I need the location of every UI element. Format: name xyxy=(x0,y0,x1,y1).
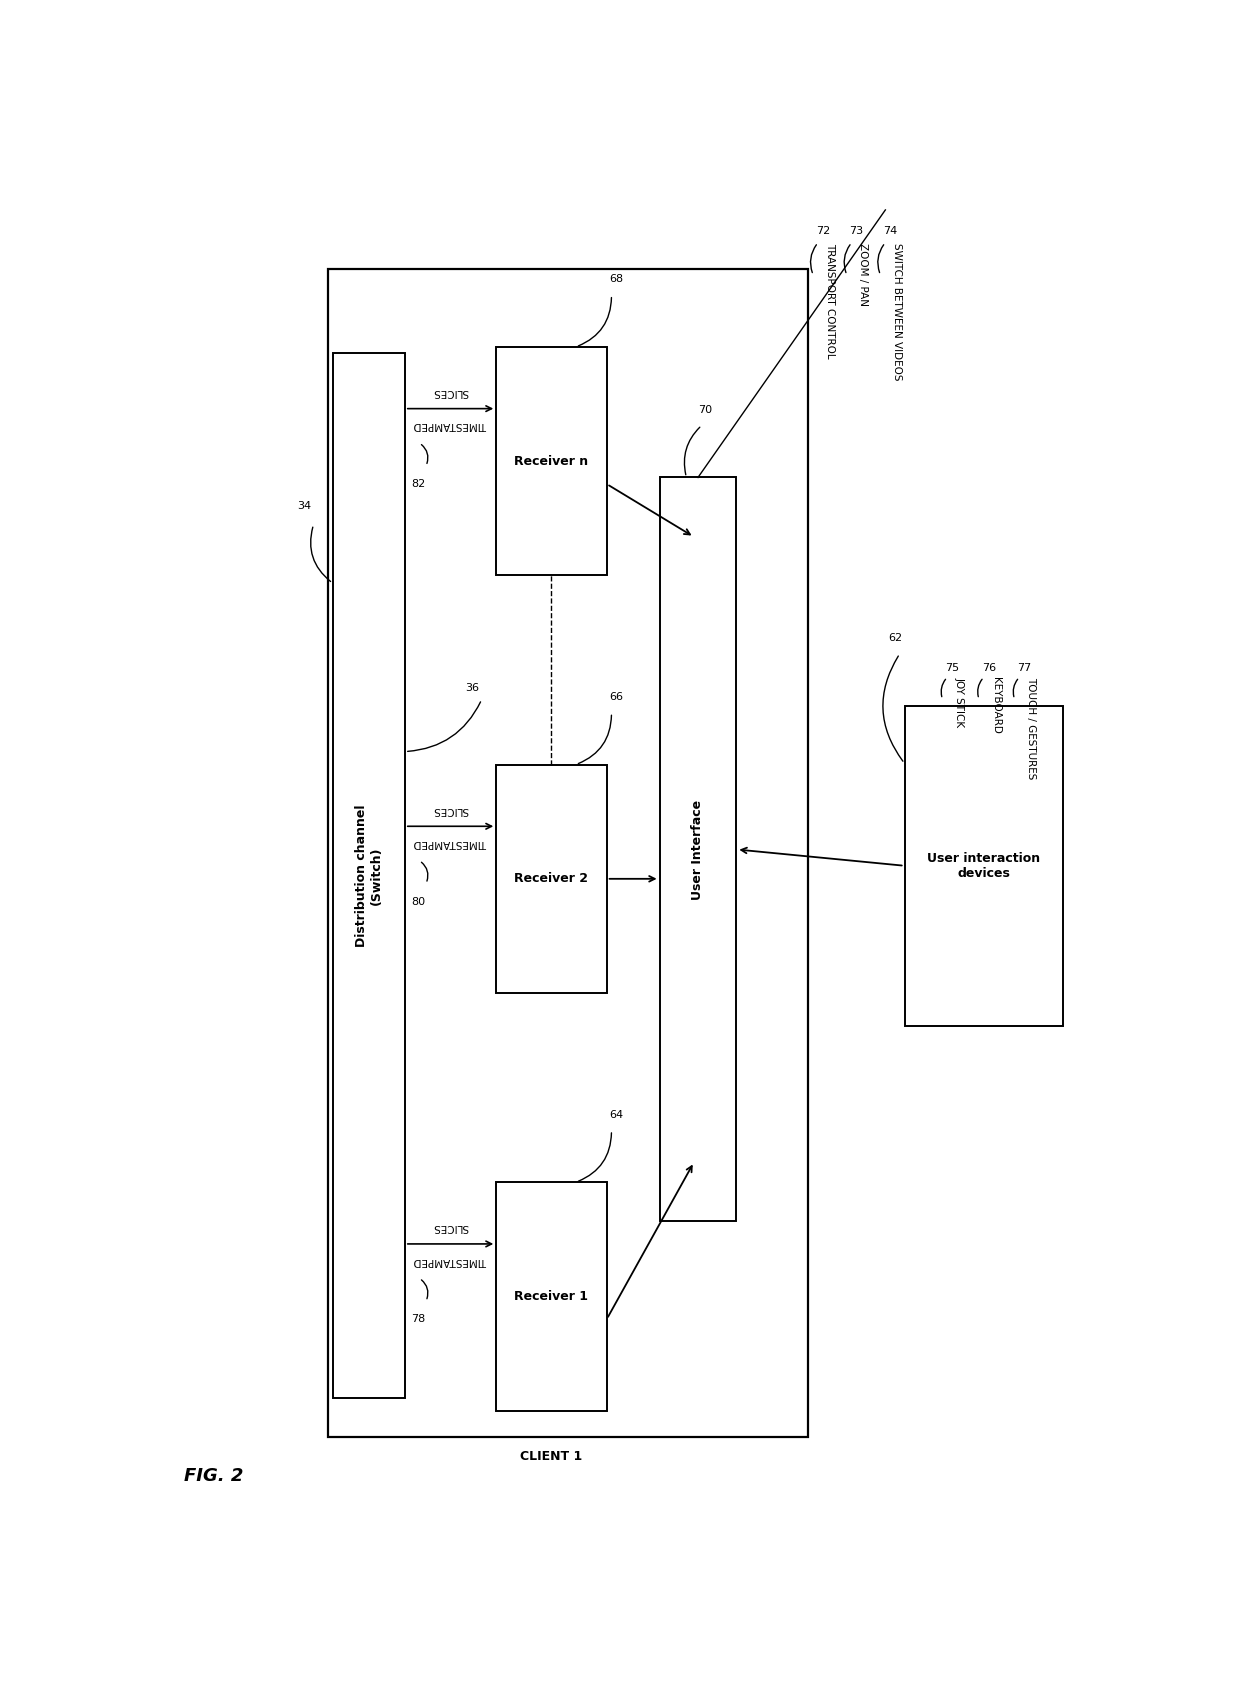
Bar xyxy=(905,705,1063,1025)
Bar xyxy=(496,764,606,993)
Text: 76: 76 xyxy=(982,663,996,673)
Text: ZOOM / PAN: ZOOM / PAN xyxy=(858,242,868,305)
Text: User Interface: User Interface xyxy=(692,800,704,900)
Text: TRANSPORT CONTROL: TRANSPORT CONTROL xyxy=(825,242,835,358)
Text: 82: 82 xyxy=(412,480,425,490)
Text: KEYBOARD: KEYBOARD xyxy=(991,678,1001,734)
Text: 77: 77 xyxy=(1017,663,1032,673)
Text: 73: 73 xyxy=(849,225,863,236)
Text: SLICES: SLICES xyxy=(433,386,469,397)
Bar xyxy=(660,478,737,1222)
Bar xyxy=(496,347,606,575)
Text: SLICES: SLICES xyxy=(433,805,469,815)
Text: SWITCH BETWEEN VIDEOS: SWITCH BETWEEN VIDEOS xyxy=(892,242,901,380)
Bar xyxy=(332,354,404,1398)
Text: FIG. 2: FIG. 2 xyxy=(184,1468,243,1485)
Text: SLICES: SLICES xyxy=(433,1222,469,1232)
Text: User interaction
devices: User interaction devices xyxy=(928,853,1040,880)
Bar xyxy=(496,1183,606,1410)
Text: 70: 70 xyxy=(698,405,713,415)
Text: 72: 72 xyxy=(816,225,830,236)
Text: Distribution channel
(Switch): Distribution channel (Switch) xyxy=(355,805,383,948)
Text: 78: 78 xyxy=(412,1314,425,1324)
Text: 68: 68 xyxy=(609,275,624,285)
Text: Receiver 2: Receiver 2 xyxy=(515,873,589,885)
Text: JOY STICK: JOY STICK xyxy=(954,678,963,727)
Text: 64: 64 xyxy=(609,1110,624,1120)
Text: Receiver 1: Receiver 1 xyxy=(515,1290,589,1303)
Text: 80: 80 xyxy=(412,897,425,907)
Bar xyxy=(327,268,808,1437)
Text: 34: 34 xyxy=(296,502,311,512)
Text: 66: 66 xyxy=(609,692,624,702)
Text: TIMESTAMPED: TIMESTAMPED xyxy=(414,837,487,848)
Text: 62: 62 xyxy=(888,634,901,642)
Text: 74: 74 xyxy=(883,225,898,236)
Text: 36: 36 xyxy=(465,683,479,693)
Text: TOUCH / GESTURES: TOUCH / GESTURES xyxy=(1027,678,1037,780)
Text: TIMESTAMPED: TIMESTAMPED xyxy=(414,1256,487,1266)
Text: CLIENT 1: CLIENT 1 xyxy=(521,1449,583,1463)
Text: 75: 75 xyxy=(945,663,960,673)
Text: Receiver n: Receiver n xyxy=(515,454,589,468)
Text: TIMESTAMPED: TIMESTAMPED xyxy=(414,420,487,431)
